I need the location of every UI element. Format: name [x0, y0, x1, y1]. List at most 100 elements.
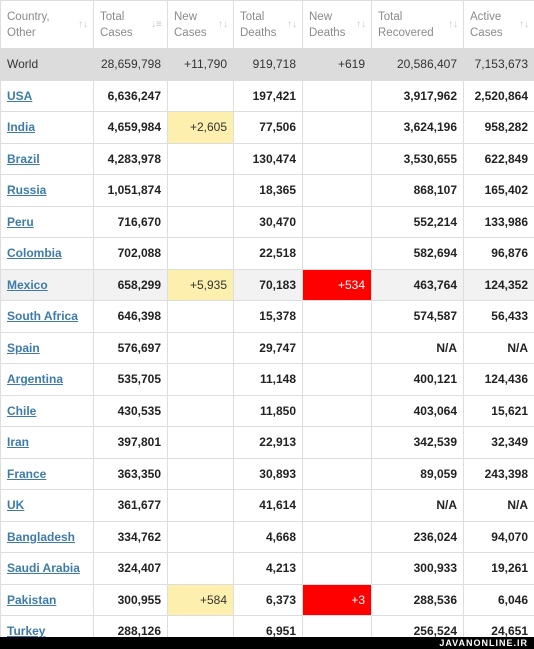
cell-total-recovered: 20,586,407 — [371, 48, 464, 81]
column-header-label: New Cases — [174, 10, 207, 39]
column-header-total-recovered[interactable]: Total Recovered ↑↓ — [371, 0, 464, 49]
cell-country: Saudi Arabia — [0, 552, 94, 585]
cell-total-deaths: 30,470 — [233, 205, 303, 238]
cell-total-recovered: 288,536 — [371, 583, 464, 616]
cell-total-recovered: 342,539 — [371, 426, 464, 459]
cell-total-cases: 300,955 — [93, 583, 168, 616]
cell-total-deaths: 29,747 — [233, 331, 303, 364]
cell-total-deaths: 4,213 — [233, 552, 303, 585]
cell-new-deaths — [302, 79, 372, 112]
cell-new-deaths — [302, 205, 372, 238]
column-header-new-cases[interactable]: New Cases ↑↓ — [167, 0, 234, 49]
cell-country: Mexico — [0, 268, 94, 301]
cell-new-deaths — [302, 457, 372, 490]
country-link[interactable]: Peru — [7, 214, 34, 229]
column-header-label: Total Cases — [100, 10, 133, 39]
cell-total-recovered: 3,917,962 — [371, 79, 464, 112]
cell-new-cases — [167, 394, 234, 427]
cell-total-deaths: 22,913 — [233, 426, 303, 459]
cell-country: Brazil — [0, 142, 94, 175]
column-header-label: Active Cases — [470, 10, 503, 39]
table-row: Saudi Arabia 324,407 4,213 300,933 19,261 — [0, 552, 534, 585]
watermark: JAVANONLINE.IR — [0, 637, 534, 649]
country-link[interactable]: Spain — [7, 340, 40, 355]
sort-arrows-icon[interactable]: ↑↓ — [448, 18, 458, 30]
column-header-label: New Deaths — [309, 10, 346, 39]
cell-total-cases: 430,535 — [93, 394, 168, 427]
country-link[interactable]: USA — [7, 88, 33, 103]
cell-active-cases: 15,621 — [463, 394, 534, 427]
cell-total-recovered: 403,064 — [371, 394, 464, 427]
table-row: USA 6,636,247 197,421 3,917,962 2,520,864 — [0, 79, 534, 112]
table-row: Peru 716,670 30,470 552,214 133,986 — [0, 205, 534, 238]
cell-country: Argentina — [0, 363, 94, 396]
cell-active-cases: 124,436 — [463, 363, 534, 396]
country-link[interactable]: Brazil — [7, 151, 40, 166]
country-link[interactable]: Chile — [7, 403, 37, 418]
cell-total-cases: 1,051,874 — [93, 174, 168, 207]
column-header-total-deaths[interactable]: Total Deaths ↑↓ — [233, 0, 303, 49]
cell-active-cases: 19,261 — [463, 552, 534, 585]
cell-country: South Africa — [0, 300, 94, 333]
column-header-new-deaths[interactable]: New Deaths ↑↓ — [302, 0, 372, 49]
cell-active-cases: 94,070 — [463, 520, 534, 553]
country-link[interactable]: Turkey — [7, 624, 46, 639]
cell-country: Colombia — [0, 237, 94, 270]
cell-new-cases — [167, 237, 234, 270]
country-link[interactable]: Mexico — [7, 277, 48, 292]
cell-country: Russia — [0, 174, 94, 207]
table-row: Bangladesh 334,762 4,668 236,024 94,070 — [0, 520, 534, 553]
sort-arrows-icon[interactable]: ↑↓ — [287, 18, 297, 30]
column-header-total-cases[interactable]: Total Cases ↓≡ — [93, 0, 168, 49]
cell-new-cases: +11,790 — [167, 48, 234, 81]
table-body: World 28,659,798 +11,790 919,718 +619 20,586,… — [0, 48, 534, 648]
table-row: Colombia 702,088 22,518 582,694 96,876 — [0, 237, 534, 270]
cell-total-recovered: 3,530,655 — [371, 142, 464, 175]
sort-arrows-icon[interactable]: ↑↓ — [356, 18, 366, 30]
cell-total-cases: 4,283,978 — [93, 142, 168, 175]
cell-total-cases: 716,670 — [93, 205, 168, 238]
cell-country: India — [0, 111, 94, 144]
country-link[interactable]: Colombia — [7, 246, 62, 261]
table-row: Brazil 4,283,978 130,474 3,530,655 622,849 — [0, 142, 534, 175]
country-link[interactable]: Bangladesh — [7, 529, 76, 544]
cell-new-cases: +5,935 — [167, 268, 234, 301]
cell-total-deaths: 22,518 — [233, 237, 303, 270]
cell-total-deaths: 77,506 — [233, 111, 303, 144]
country-link[interactable]: France — [7, 466, 47, 481]
sort-arrows-icon[interactable]: ↑↓ — [218, 18, 228, 30]
cell-country: Chile — [0, 394, 94, 427]
cell-new-deaths — [302, 363, 372, 396]
cell-country: Peru — [0, 205, 94, 238]
country-link[interactable]: UK — [7, 498, 25, 513]
country-link[interactable]: Russia — [7, 183, 47, 198]
sort-arrows-icon[interactable]: ↑↓ — [519, 18, 529, 30]
country-link[interactable]: South Africa — [7, 309, 78, 324]
sort-arrows-icon[interactable]: ↑↓ — [78, 18, 88, 30]
cell-new-cases — [167, 300, 234, 333]
cell-total-cases: 28,659,798 — [93, 48, 168, 81]
cell-new-cases — [167, 457, 234, 490]
column-header-active-cases[interactable]: Active Cases ↑↓ — [463, 0, 534, 49]
cell-total-deaths: 70,183 — [233, 268, 303, 301]
world-total-row: World 28,659,798 +11,790 919,718 +619 20,586,… — [0, 48, 534, 81]
country-link[interactable]: Saudi Arabia — [7, 561, 80, 576]
table-row: UK 361,677 41,614 N/A N/A — [0, 489, 534, 522]
cell-active-cases: 124,352 — [463, 268, 534, 301]
country-link[interactable]: Pakistan — [7, 592, 57, 607]
cell-active-cases: 32,349 — [463, 426, 534, 459]
cell-total-recovered: 552,214 — [371, 205, 464, 238]
country-link[interactable]: Iran — [7, 435, 30, 450]
cell-new-deaths — [302, 394, 372, 427]
cell-active-cases: 96,876 — [463, 237, 534, 270]
cell-total-cases: 535,705 — [93, 363, 168, 396]
column-header-country[interactable]: Country, Other ↑↓ — [0, 0, 94, 49]
table-row: Chile 430,535 11,850 403,064 15,621 — [0, 394, 534, 427]
cell-active-cases: 622,849 — [463, 142, 534, 175]
cell-total-deaths: 6,373 — [233, 583, 303, 616]
sort-desc-icon[interactable]: ↓≡ — [151, 18, 162, 30]
country-link[interactable]: Argentina — [7, 372, 64, 387]
table-row: Iran 397,801 22,913 342,539 32,349 — [0, 426, 534, 459]
country-link[interactable]: India — [7, 120, 36, 135]
cell-total-recovered: 400,121 — [371, 363, 464, 396]
